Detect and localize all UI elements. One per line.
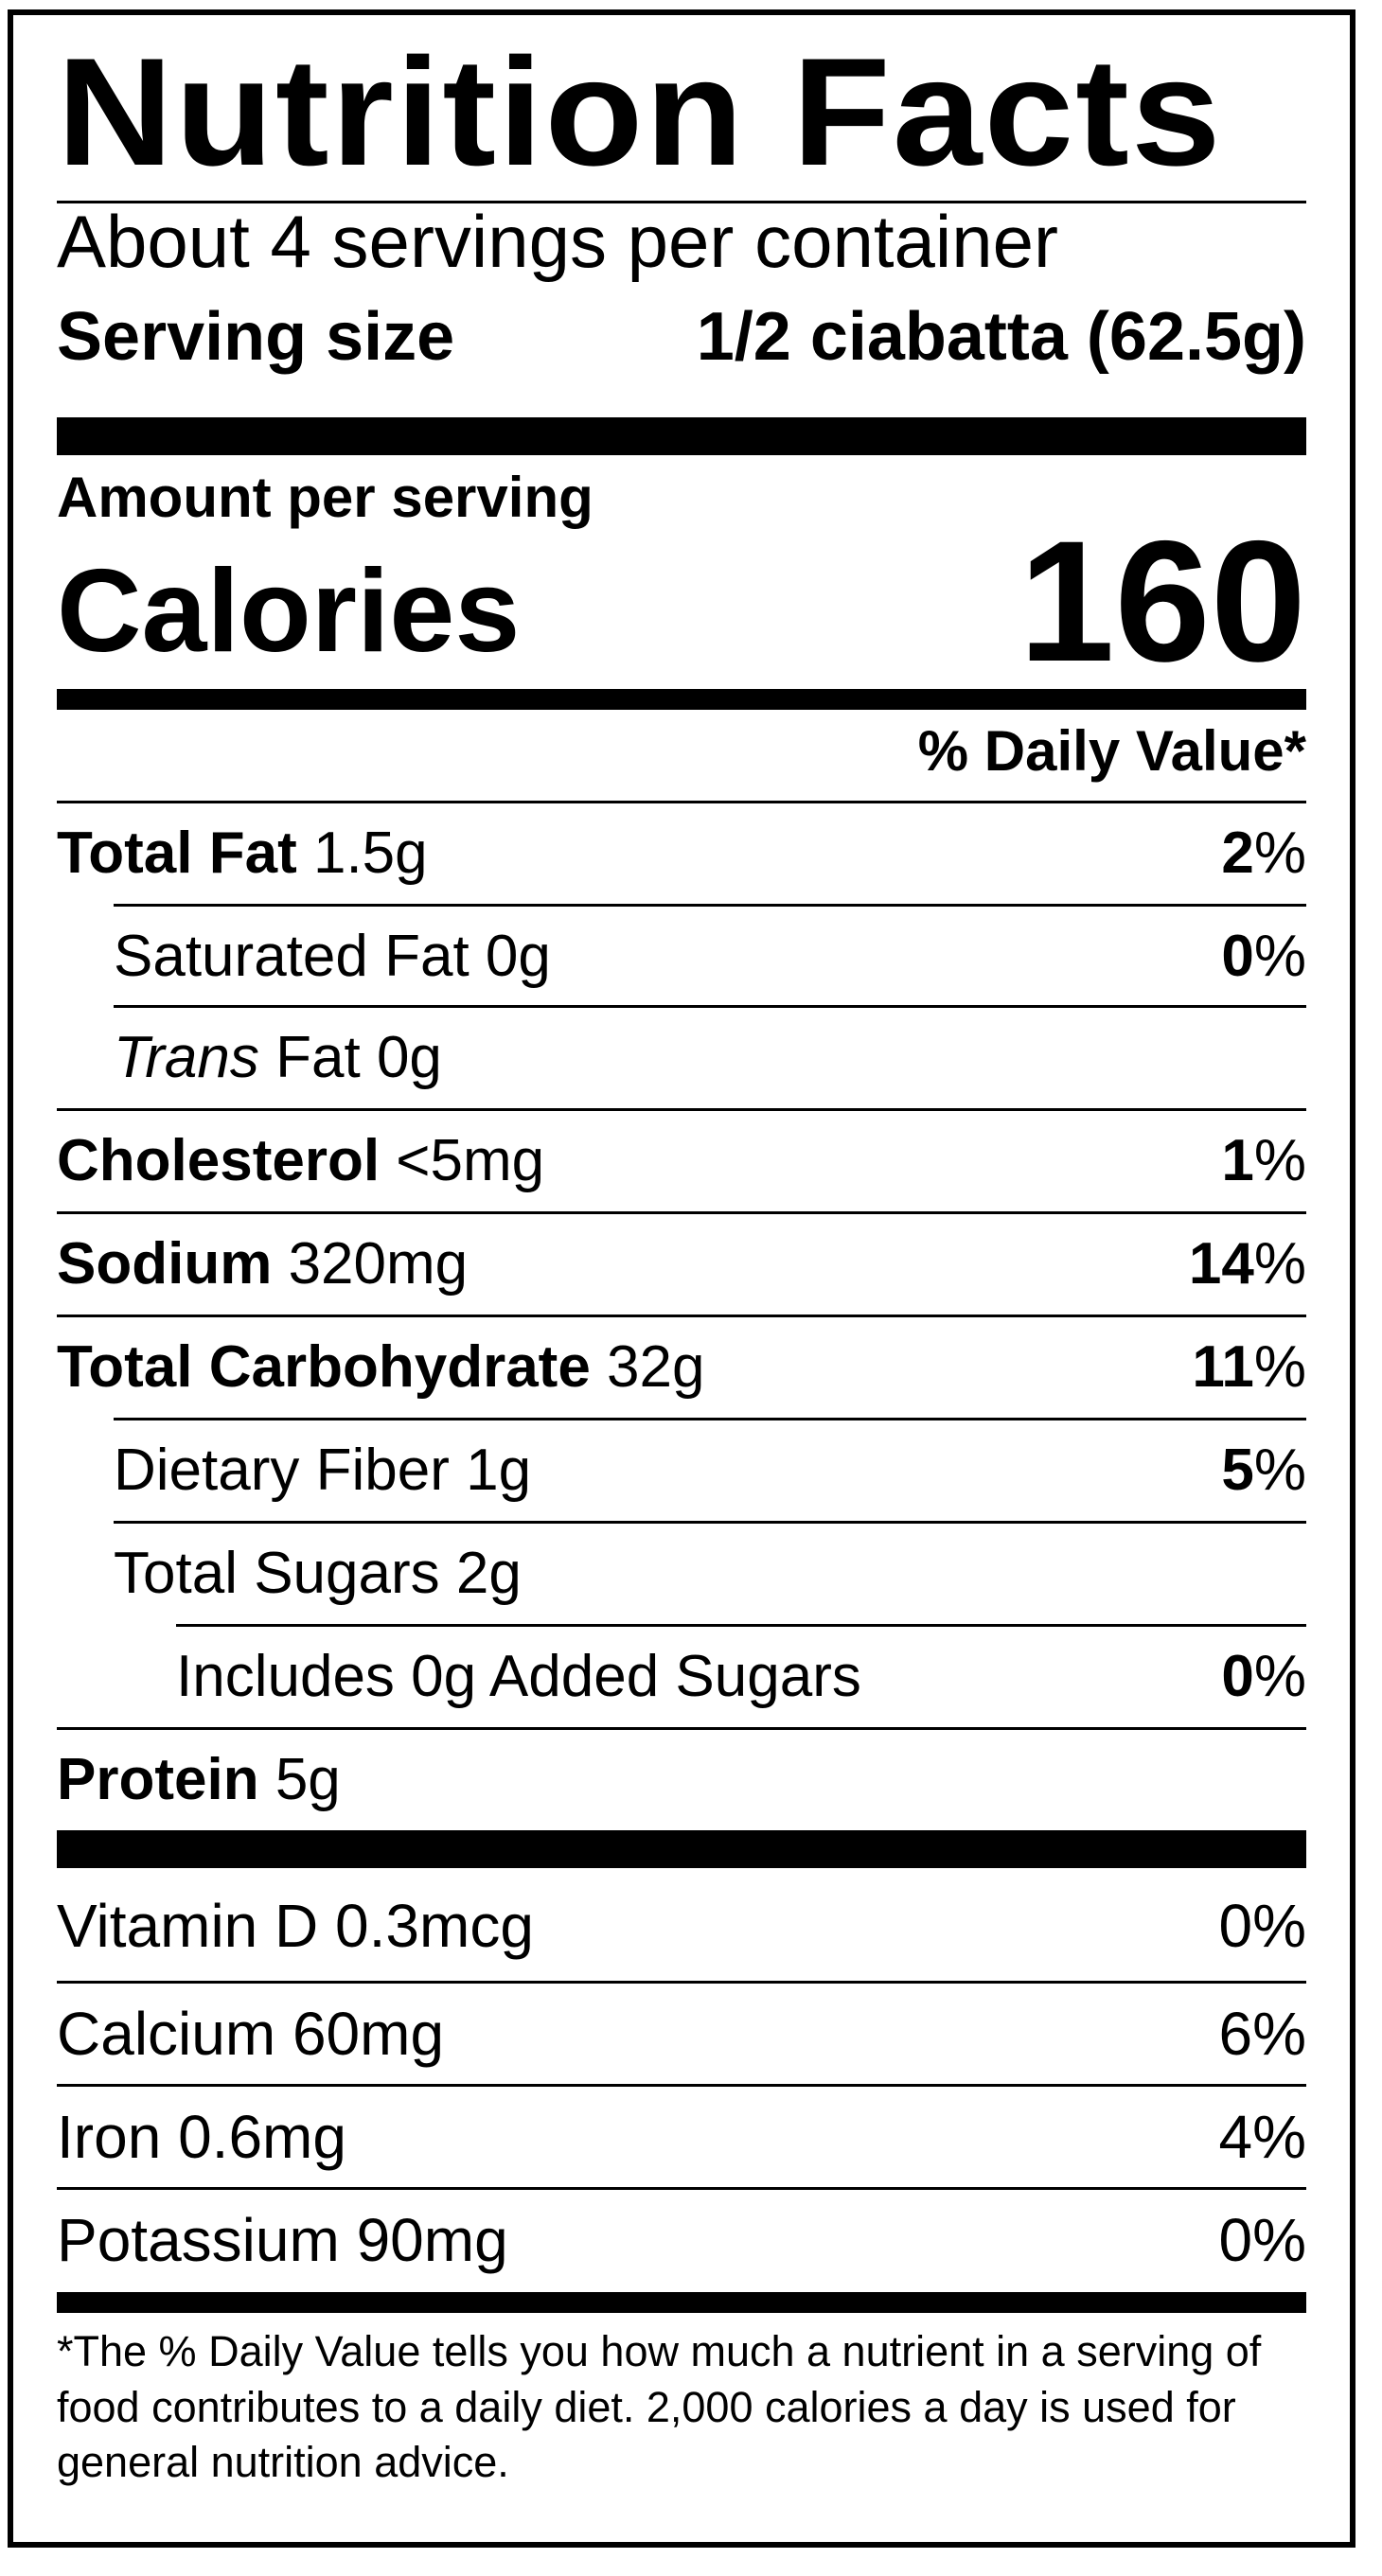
nutrient-name: Includes 0g Added Sugars [176,1644,861,1709]
row-divider [57,1211,1306,1214]
vitamin-amount: 90mg [356,2206,508,2274]
nutrient-dv: 14 [1188,1231,1254,1297]
medium-rule [57,2292,1306,2313]
footnote: *The % Daily Value tells you how much a … [57,2327,1262,2486]
vitamin-dv: 6% [1218,2000,1307,2068]
nutrient-row-saturated-fat: Saturated Fat 0g 0% [57,907,1306,1007]
nutrient-amount: 1.5g [312,820,428,886]
vitamin-amount: 60mg [292,2000,445,2068]
nutrient-row-trans-fat: Trans Fat 0g [57,1008,1306,1108]
row-divider [114,904,1306,907]
nutrition-facts-label: Nutrition Facts About 4 servings per con… [8,9,1355,2548]
nutrient-row-cholesterol: Cholesterol <5mg 1% [57,1111,1306,1211]
row-divider [114,1418,1306,1420]
row-divider [176,1624,1306,1627]
vitamin-dv: 0% [1218,1892,1307,1960]
row-divider [57,1314,1306,1317]
percent-sign: % [1253,1438,1306,1503]
serving-size-label: Serving size [57,299,455,375]
nutrient-name: Cholesterol [57,1128,381,1193]
nutrient-name: Total Sugars [114,1541,440,1606]
row-divider [114,1005,1306,1008]
label-title: Nutrition Facts [57,26,1223,198]
vitamin-row-calcium: Calcium 60mg 6% [57,1984,1306,2084]
calories-value: 160 [1019,504,1306,697]
percent-sign: % [1253,1231,1306,1297]
nutrient-dv: 5 [1221,1438,1254,1503]
nutrient-name-italic: Trans [114,1025,259,1090]
nutrient-dv: 1 [1221,1128,1254,1193]
calories-row: Calories 160 [57,507,1306,687]
vitamin-dv: 0% [1218,2206,1307,2274]
nutrient-amount: <5mg [396,1128,545,1193]
vitamin-dv: 4% [1218,2103,1307,2171]
divider-rule [57,201,1306,203]
nutrient-name: Protein [57,1747,259,1812]
medium-rule [57,689,1306,710]
nutrient-amount: 0g [485,924,551,989]
nutrient-row-protein: Protein 5g [57,1730,1306,1830]
nutrient-amount: 320mg [288,1231,469,1297]
vitamin-name: Potassium [57,2206,340,2274]
row-divider [57,2084,1306,2087]
nutrient-amount: 2g [455,1541,522,1606]
serving-size: Serving size 1/2 ciabatta (62.5g) [57,303,1306,371]
percent-sign: % [1253,924,1306,989]
servings-per-container: About 4 servings per container [57,200,1058,283]
nutrient-dv: 11 [1192,1334,1254,1400]
nutrient-amount: 0g [376,1025,442,1090]
nutrient-row-total-sugars: Total Sugars 2g [57,1524,1306,1624]
nutrient-amount: 32g [607,1334,705,1400]
percent-sign: % [1253,820,1306,886]
percent-sign: % [1253,1128,1306,1193]
nutrient-row-total-carbohydrate: Total Carbohydrate 32g 11% [57,1317,1306,1418]
nutrient-dv: 0 [1221,1644,1254,1709]
nutrient-amount: 5g [275,1747,341,1812]
nutrient-row-total-fat: Total Fat 1.5g 2% [57,803,1306,904]
nutrient-name: Sodium [57,1231,273,1297]
nutrient-row-added-sugars: Includes 0g Added Sugars 0% [57,1627,1306,1727]
vitamin-name: Calcium [57,2000,276,2068]
nutrient-amount: 1g [466,1438,532,1503]
nutrient-row-sodium: Sodium 320mg 14% [57,1214,1306,1314]
thick-rule [57,1830,1306,1868]
row-divider [57,801,1306,803]
amount-per-serving: Amount per serving [57,466,594,529]
nutrient-name: Total Carbohydrate [57,1334,591,1400]
nutrient-row-dietary-fiber: Dietary Fiber 1g 5% [57,1420,1306,1521]
nutrient-name: Total Fat [57,820,297,886]
nutrient-dv: 0 [1221,924,1254,989]
nutrient-name: Saturated Fat [114,924,470,989]
nutrient-name: Fat [275,1025,361,1090]
nutrient-dv: 2 [1221,820,1254,886]
vitamin-name: Iron [57,2103,162,2171]
row-divider [57,1981,1306,1984]
vitamin-amount: 0.6mg [178,2103,346,2171]
row-divider [114,1521,1306,1524]
thick-rule [57,417,1306,455]
vitamin-row-vitamin-d: Vitamin D 0.3mcg 0% [57,1876,1306,1976]
percent-sign: % [1253,1644,1306,1709]
nutrient-name: Dietary Fiber [114,1438,450,1503]
daily-value-header: % Daily Value* [917,719,1306,783]
vitamin-row-iron: Iron 0.6mg 4% [57,2087,1306,2187]
calories-label: Calories [57,546,521,677]
vitamin-row-potassium: Potassium 90mg 0% [57,2190,1306,2290]
row-divider [57,2187,1306,2190]
row-divider [57,1108,1306,1111]
vitamin-amount: 0.3mcg [335,1892,534,1960]
row-divider [57,1727,1306,1730]
vitamin-name: Vitamin D [57,1892,319,1960]
percent-sign: % [1253,1334,1306,1400]
serving-size-value: 1/2 ciabatta (62.5g) [696,299,1306,375]
